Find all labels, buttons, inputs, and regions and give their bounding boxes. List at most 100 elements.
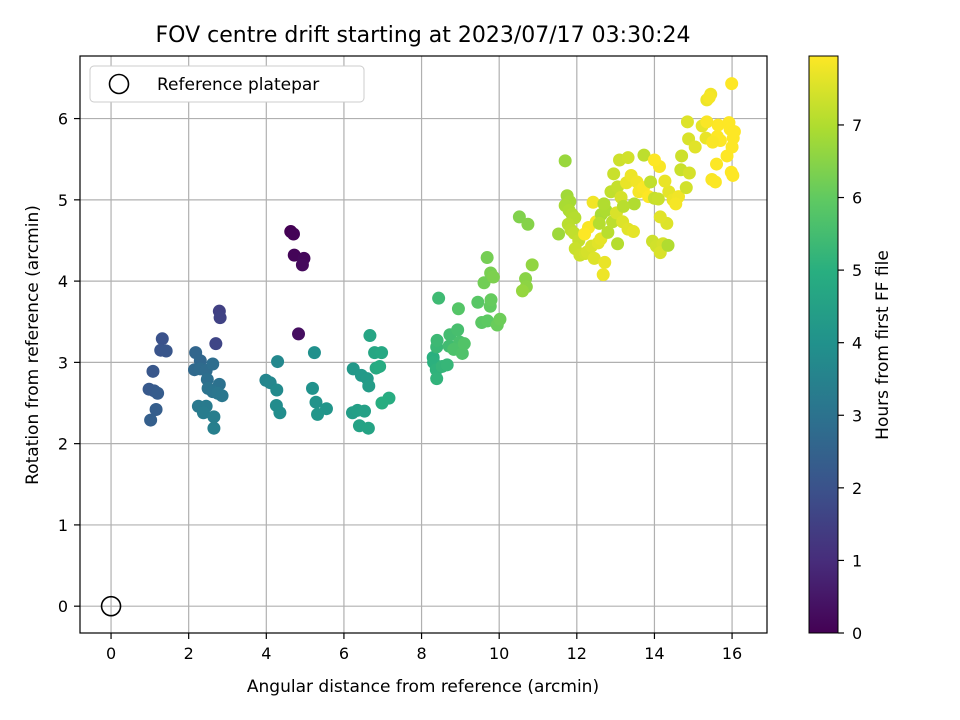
- data-point: [552, 227, 566, 241]
- data-point: [601, 225, 615, 239]
- data-point: [471, 295, 485, 309]
- data-point: [627, 197, 641, 211]
- data-point: [680, 115, 694, 129]
- x-axis-label: Angular distance from reference (arcmin): [247, 677, 599, 697]
- data-point: [512, 210, 526, 224]
- y-tick-label: 3: [58, 353, 68, 372]
- data-point: [679, 181, 693, 195]
- plot-frame: [79, 55, 768, 634]
- x-tick-label: 2: [184, 644, 194, 663]
- data-point: [675, 149, 689, 163]
- data-point: [598, 255, 612, 269]
- data-point: [661, 238, 675, 252]
- data-point: [484, 293, 498, 307]
- data-point: [151, 386, 165, 400]
- data-point: [651, 192, 665, 206]
- data-point: [726, 168, 740, 182]
- legend-marker: [108, 73, 130, 95]
- chart-title: FOV centre drift starting at 2023/07/17 …: [156, 23, 691, 48]
- data-point: [361, 421, 375, 435]
- data-point: [430, 372, 444, 386]
- data-point: [702, 90, 716, 104]
- data-point: [271, 355, 285, 369]
- data-point: [710, 157, 724, 171]
- data-point: [196, 406, 210, 420]
- data-point: [700, 115, 714, 129]
- data-point: [305, 381, 319, 395]
- x-tick-label: 14: [644, 644, 664, 663]
- colorbar-tick-label: 4: [852, 334, 862, 353]
- colorbar-tick-label: 0: [852, 624, 862, 643]
- data-point: [525, 258, 539, 272]
- data-point: [358, 404, 372, 418]
- data-point: [486, 270, 500, 284]
- reference-marker: [100, 595, 122, 617]
- colorbar-tick-label: 3: [852, 406, 862, 425]
- data-point: [451, 302, 465, 316]
- data-point: [270, 383, 284, 397]
- data-point: [307, 346, 321, 360]
- x-tick-label: 12: [567, 644, 587, 663]
- data-point: [206, 357, 220, 371]
- data-point: [626, 225, 640, 239]
- x-tick-label: 16: [722, 644, 742, 663]
- grid-lines: [80, 56, 767, 633]
- data-point: [432, 291, 446, 305]
- data-point: [725, 77, 739, 91]
- data-point: [558, 154, 572, 168]
- data-point: [653, 210, 667, 224]
- legend-box: [89, 65, 365, 103]
- colorbar-tick-label: 6: [852, 189, 862, 208]
- colorbar: [808, 55, 839, 634]
- legend-label: Reference platepar: [157, 75, 319, 95]
- colorbar-ticks: 0 1 2 3 4 5 6 7: [838, 116, 862, 643]
- data-point: [477, 276, 491, 290]
- x-tick-label: 4: [261, 644, 271, 663]
- data-point: [155, 332, 169, 346]
- data-point: [213, 311, 227, 325]
- colorbar-tick-label: 7: [852, 116, 862, 135]
- data-point: [440, 358, 454, 372]
- data-point: [621, 151, 635, 165]
- data-point: [480, 251, 494, 265]
- y-tick-label: 1: [58, 516, 68, 535]
- colorbar-tick-label: 1: [852, 551, 862, 570]
- data-point: [375, 346, 389, 360]
- x-tick-label: 6: [339, 644, 349, 663]
- data-point: [521, 217, 535, 231]
- data-point: [309, 395, 323, 409]
- scatter-points: [142, 77, 741, 435]
- data-point: [295, 258, 309, 272]
- data-point: [616, 199, 630, 213]
- data-point: [596, 268, 610, 282]
- colorbar-label: Hours from first FF file: [873, 250, 893, 440]
- data-point: [706, 135, 720, 149]
- x-tick-label: 10: [489, 644, 509, 663]
- data-point: [682, 166, 696, 180]
- data-point: [457, 337, 471, 351]
- data-point: [515, 284, 529, 298]
- data-point: [658, 174, 672, 188]
- data-point: [292, 327, 306, 341]
- data-point: [451, 323, 465, 337]
- data-point: [149, 403, 163, 417]
- data-point: [586, 195, 600, 209]
- data-point: [597, 197, 611, 211]
- data-point: [375, 396, 389, 410]
- data-point: [592, 216, 606, 230]
- data-point: [708, 175, 722, 189]
- data-point: [637, 148, 651, 162]
- data-point: [430, 333, 444, 347]
- data-point: [362, 379, 376, 393]
- colorbar-tick-label: 2: [852, 479, 862, 498]
- data-point: [209, 337, 223, 351]
- x-axis-ticks: 0 2 4 6 8 10 12 14 16: [106, 633, 742, 663]
- data-point: [215, 389, 229, 403]
- y-tick-label: 0: [58, 597, 68, 616]
- data-point: [611, 237, 625, 251]
- y-axis-ticks: 0 1 2 3 4 5 6: [58, 110, 80, 616]
- data-point: [363, 329, 377, 343]
- data-point: [207, 410, 221, 424]
- data-point: [647, 153, 661, 167]
